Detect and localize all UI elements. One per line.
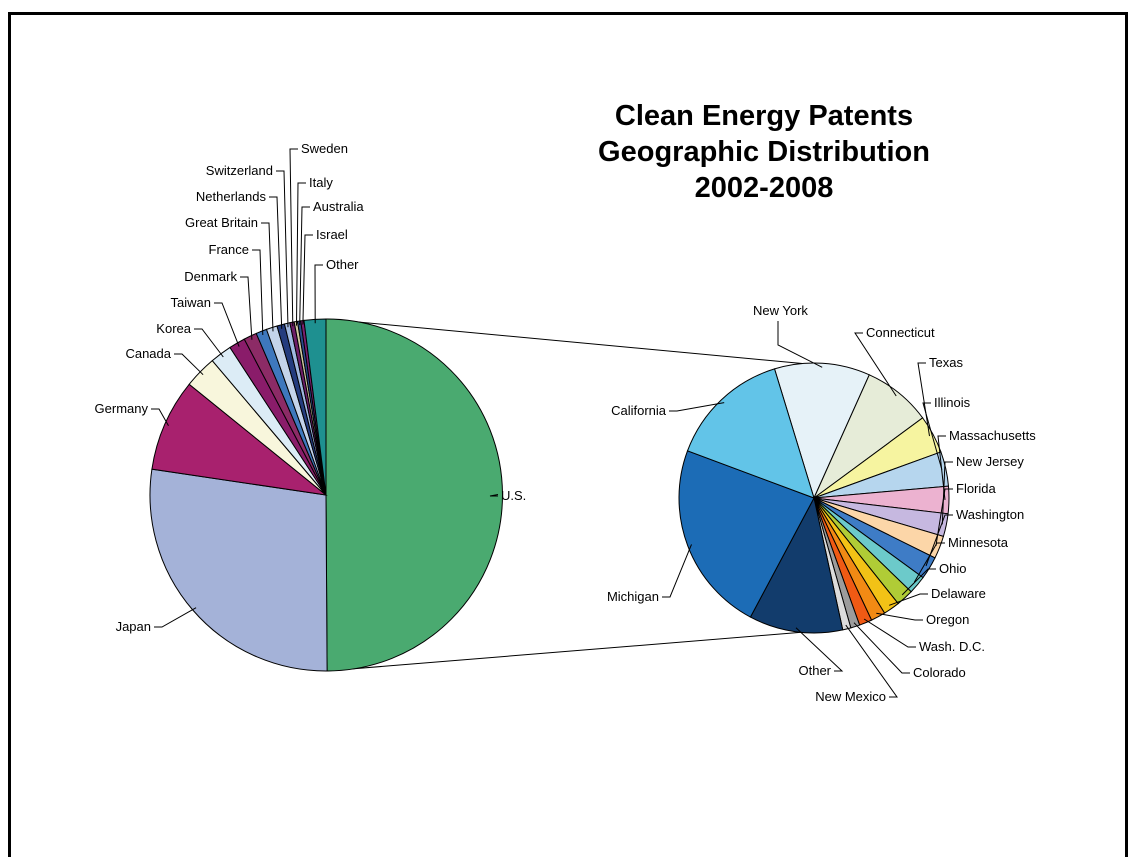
label-france: France xyxy=(209,242,249,257)
chart-frame: Clean Energy Patents Geographic Distribu… xyxy=(8,12,1128,857)
leader-canada xyxy=(174,353,204,376)
title-line-1: Clean Energy Patents xyxy=(615,100,913,132)
slice-japan xyxy=(149,468,328,672)
label-israel: Israel xyxy=(316,227,348,242)
leader-illinois xyxy=(922,402,943,470)
leader-italy xyxy=(296,182,306,326)
leader-germany xyxy=(151,408,169,427)
leader-korea xyxy=(194,328,224,358)
label-minnesota: Minnesota xyxy=(948,535,1009,550)
leader-ohio xyxy=(901,568,936,596)
leader-new-york xyxy=(777,321,823,368)
label-switzerland: Switzerland xyxy=(206,163,273,178)
label-netherlands: Netherlands xyxy=(196,189,267,204)
label-california: California xyxy=(611,403,667,418)
title-line-3: 2002-2008 xyxy=(695,172,834,204)
leader-colorado xyxy=(853,622,910,674)
label-michigan: Michigan xyxy=(607,589,659,604)
leader-taiwan xyxy=(214,302,240,347)
label-japan: Japan xyxy=(116,619,151,634)
slice-germany xyxy=(151,383,328,496)
connector-bottom xyxy=(325,627,849,672)
leader-connecticut xyxy=(854,332,897,397)
pie-chart-svg: Clean Energy Patents Geographic Distribu… xyxy=(95,100,1037,704)
slice-other xyxy=(749,496,844,634)
leader-massachusetts xyxy=(937,435,946,500)
label-ohio: Ohio xyxy=(939,561,966,576)
label-texas: Texas xyxy=(929,355,963,370)
label-washington: Washington xyxy=(956,507,1024,522)
label-canada: Canada xyxy=(125,346,171,361)
label-delaware: Delaware xyxy=(931,586,986,601)
slice-u-s xyxy=(325,318,503,672)
leader-netherlands xyxy=(269,196,283,329)
label-new-jersey: New Jersey xyxy=(956,454,1024,469)
leader-new-jersey xyxy=(941,461,953,525)
label-australia: Australia xyxy=(313,199,364,214)
connector-top xyxy=(325,318,803,365)
leader-new-mexico xyxy=(845,624,898,698)
chart-title: Clean Energy Patents Geographic Distribu… xyxy=(598,100,930,204)
leader-france xyxy=(252,249,264,336)
explode-connectors xyxy=(325,318,849,672)
leader-wash-d-c xyxy=(863,618,916,648)
leader-delaware xyxy=(889,593,928,606)
label-germany: Germany xyxy=(95,401,149,416)
label-korea: Korea xyxy=(156,321,191,336)
leader-great-britain xyxy=(261,222,274,332)
pie-us-states: New York Connecticut Texas Illinois Massachu… xyxy=(607,303,1036,704)
leader-michigan xyxy=(662,544,692,598)
label-new-mexico: New Mexico xyxy=(815,689,886,704)
label-illinois: Illinois xyxy=(934,395,971,410)
label-new-york: New York xyxy=(753,303,808,318)
leader-florida xyxy=(935,488,953,546)
leader-denmark xyxy=(240,276,253,340)
label-denmark: Denmark xyxy=(184,269,237,284)
label-u-s: U.S. xyxy=(501,488,526,503)
label-colorado: Colorado xyxy=(913,665,966,680)
label-massachusetts: Massachusetts xyxy=(949,428,1036,443)
label-other: Other xyxy=(326,257,359,272)
leader-california xyxy=(669,402,725,412)
leader-minnesota xyxy=(913,542,945,583)
slice-california xyxy=(686,368,815,499)
leader-israel xyxy=(302,234,313,325)
pie-countries: U.S. Japan Germany Canada Korea Taiwan Denmark… xyxy=(95,141,526,672)
slice-michigan xyxy=(678,450,815,618)
slice-new-york xyxy=(773,362,870,500)
label-florida: Florida xyxy=(956,481,997,496)
label-great-britain: Great Britain xyxy=(185,215,258,230)
label-other: Other xyxy=(798,663,831,678)
leader-oregon xyxy=(876,612,923,621)
leader-u-s xyxy=(489,494,499,497)
leader-switzerland xyxy=(276,170,289,328)
label-connecticut: Connecticut xyxy=(866,325,935,340)
leader-other xyxy=(314,264,323,324)
label-oregon: Oregon xyxy=(926,612,969,627)
leader-australia xyxy=(299,206,310,326)
label-wash-d-c: Wash. D.C. xyxy=(919,639,985,654)
leader-japan xyxy=(154,607,197,628)
label-taiwan: Taiwan xyxy=(171,295,211,310)
leader-washington xyxy=(925,514,953,567)
label-sweden: Sweden xyxy=(301,141,348,156)
title-line-2: Geographic Distribution xyxy=(598,136,930,168)
leader-other xyxy=(795,627,844,672)
leader-sweden xyxy=(289,148,298,327)
label-italy: Italy xyxy=(309,175,333,190)
